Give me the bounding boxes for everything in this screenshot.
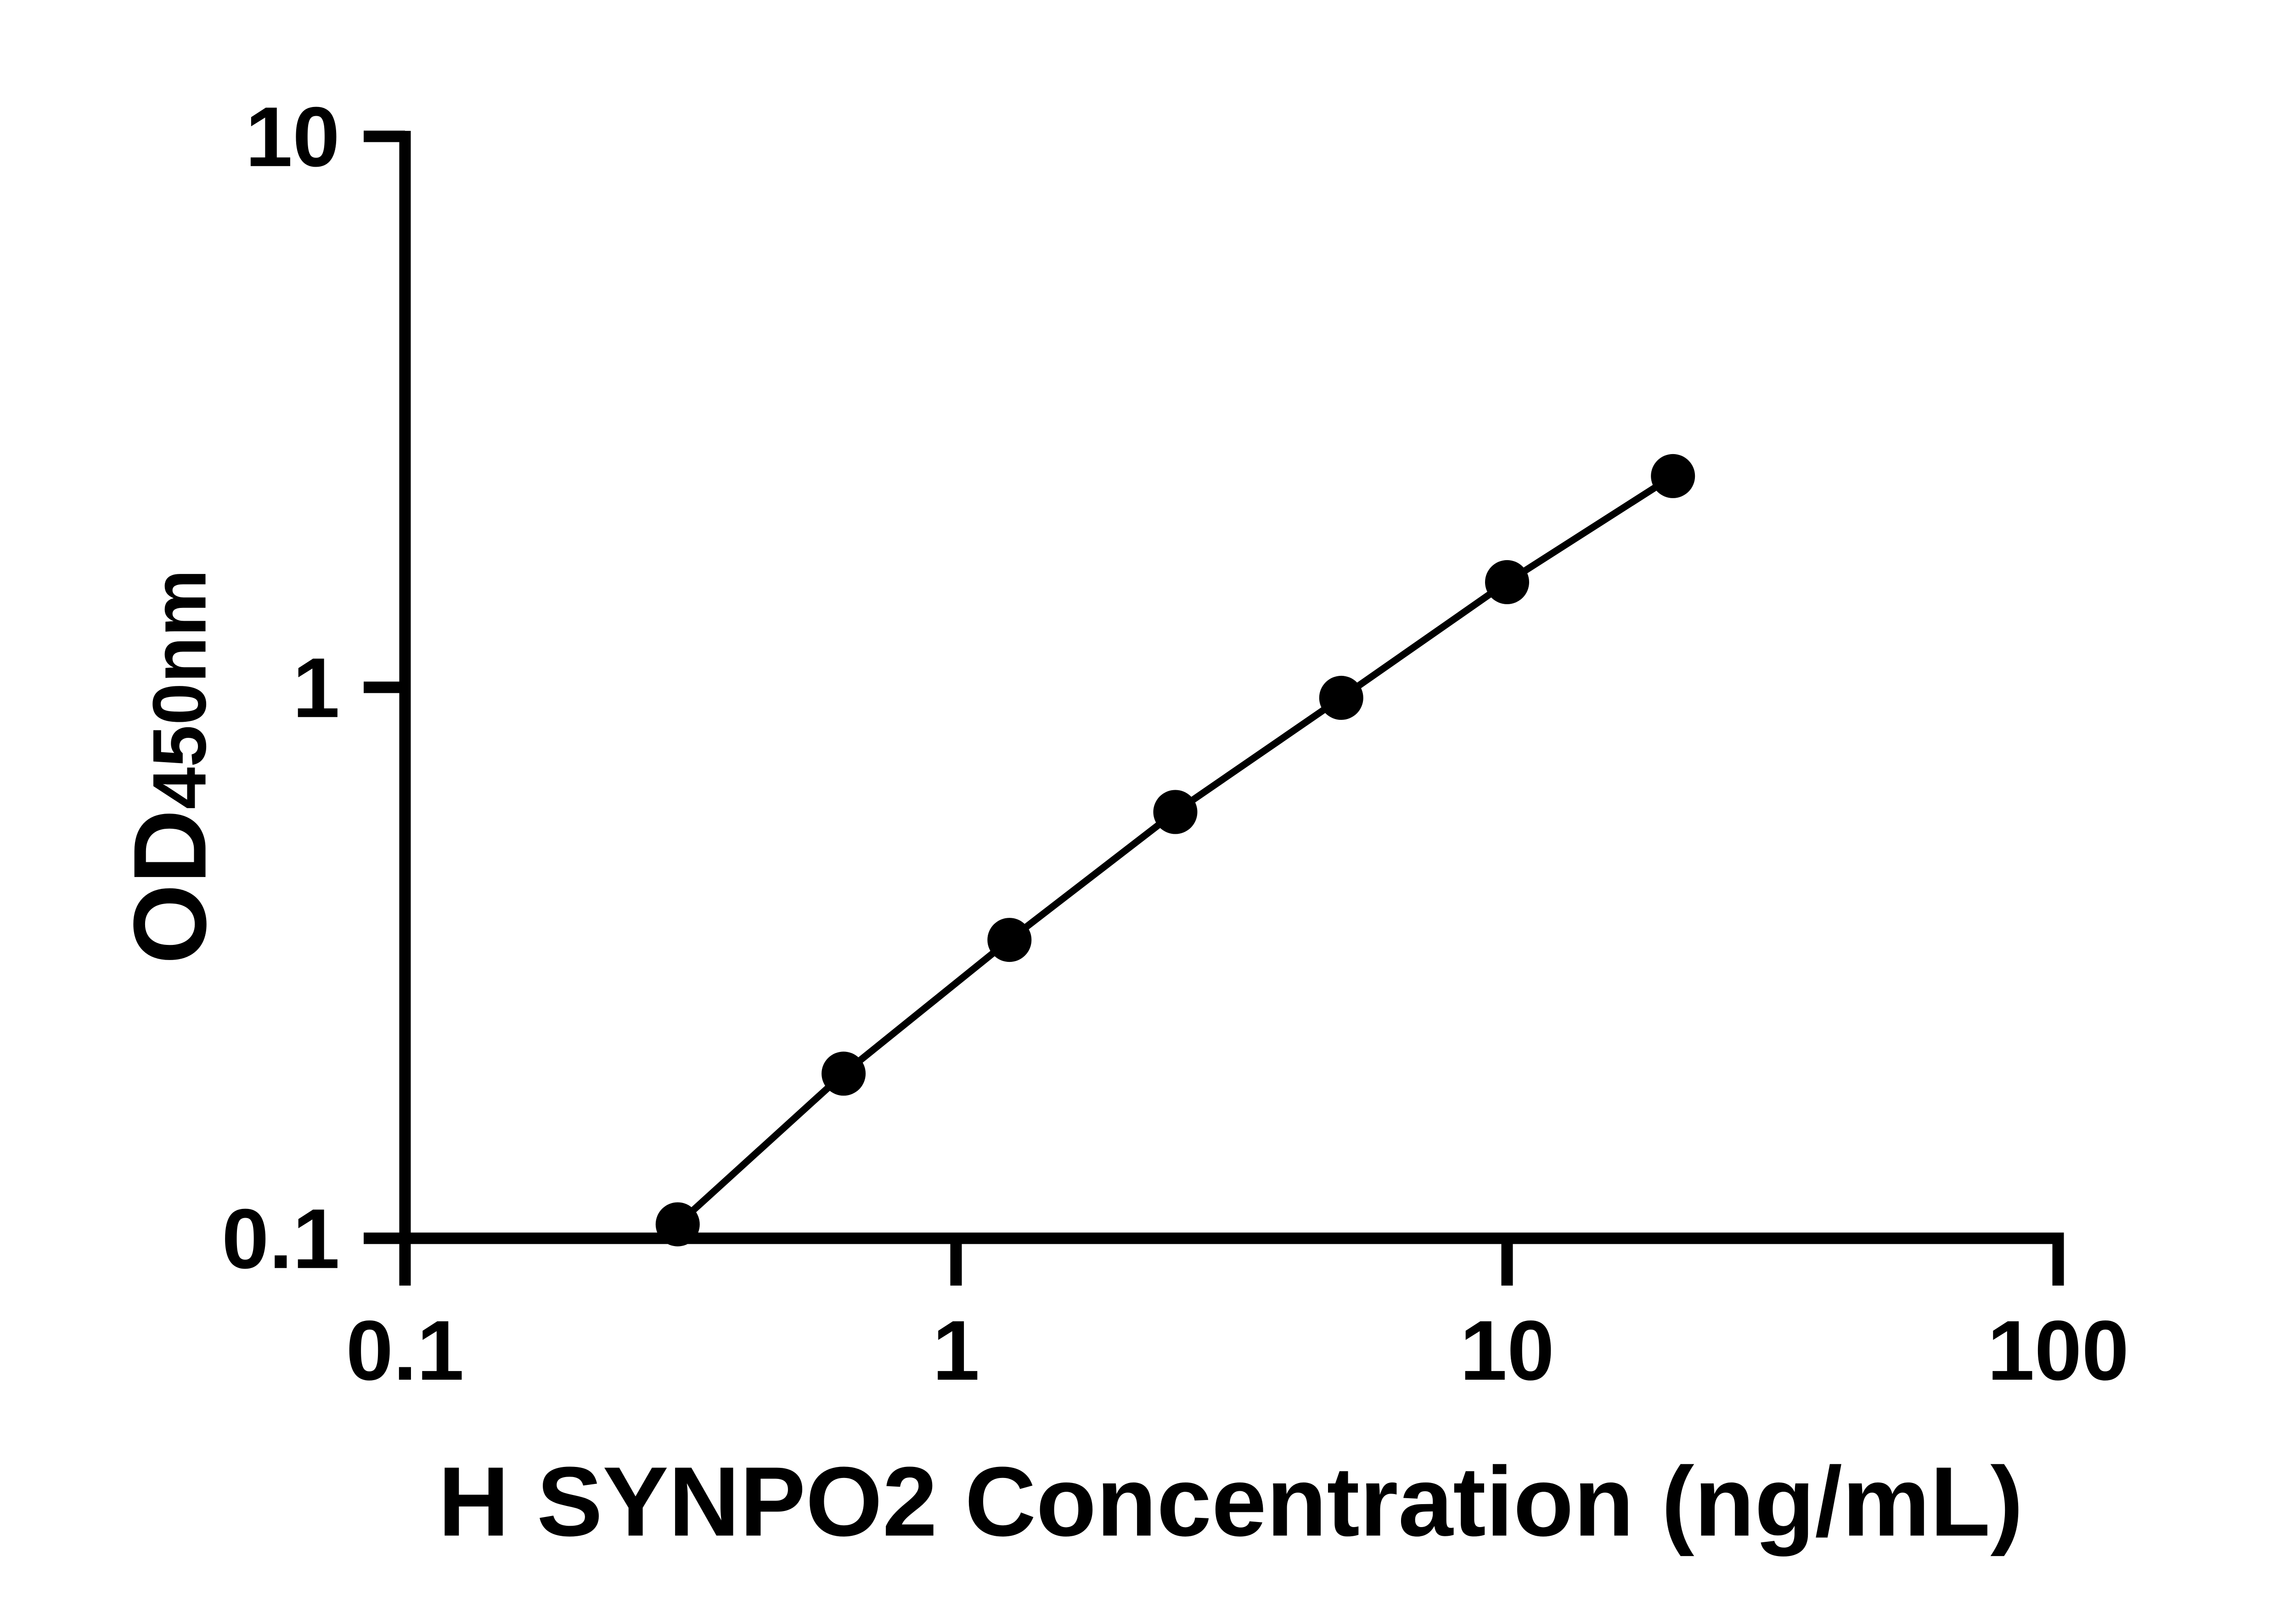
data-point-marker	[1485, 560, 1529, 604]
x-tick-label: 100	[1987, 1303, 2129, 1398]
y-tick-label: 10	[245, 90, 340, 185]
data-point-marker	[1319, 675, 1363, 720]
y-axis-title-sub: 450nm	[137, 569, 222, 809]
x-axis-title: H SYNPO2 Concentration (ng/mL)	[438, 1446, 2024, 1557]
x-tick-label: 10	[1460, 1303, 1554, 1398]
data-point-marker	[822, 1051, 866, 1096]
y-axis-title-main: OD	[112, 809, 228, 965]
y-tick-label: 1	[293, 641, 340, 736]
x-tick-label: 0.1	[346, 1303, 464, 1398]
data-point-marker	[1651, 454, 1695, 498]
data-point-marker	[987, 918, 1032, 962]
x-tick-label: 1	[933, 1303, 980, 1398]
y-tick-label: 0.1	[222, 1192, 340, 1287]
data-point-marker	[1153, 790, 1198, 834]
data-point-marker	[655, 1202, 700, 1247]
y-axis-title: OD450nm	[112, 569, 228, 964]
